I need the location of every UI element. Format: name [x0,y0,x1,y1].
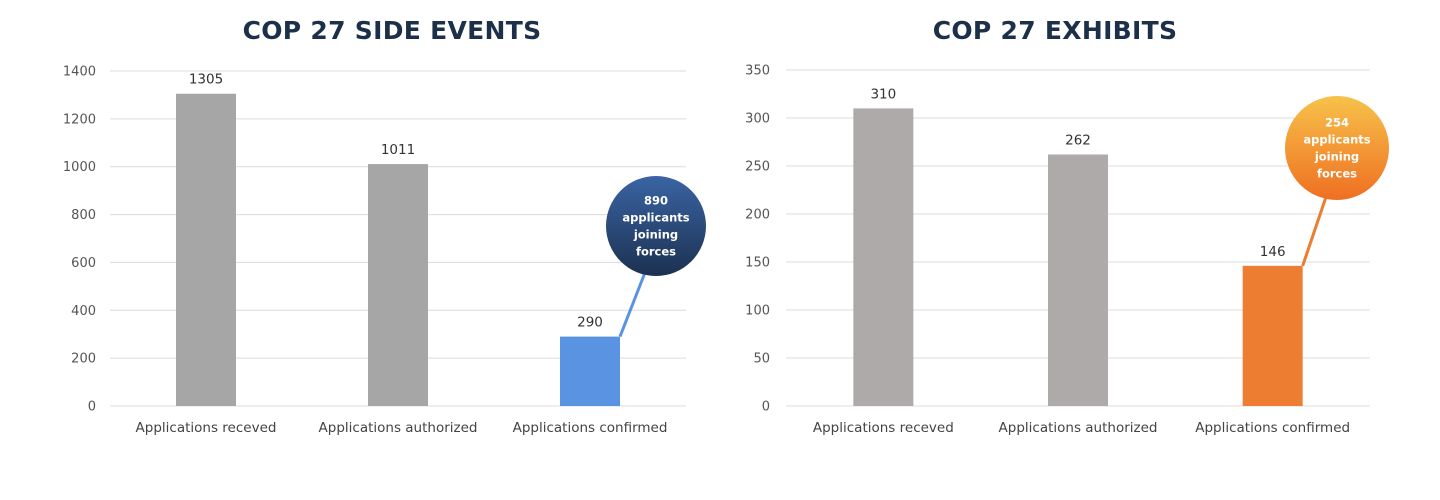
y-tick-label: 800 [71,208,96,223]
y-tick-label: 200 [71,352,96,367]
y-tick-label: 1400 [63,65,96,80]
bar [176,93,236,406]
bar [368,164,428,406]
category-label: Applications receved [136,420,277,436]
data-label: 262 [1065,132,1091,148]
chart-title-side-events: COP 27 SIDE EVENTS [242,16,542,45]
category-label: Applications authorized [319,420,478,436]
y-tick-label: 300 [745,112,770,127]
chart-0: 0 200 400 600 800 1000 1200 1400 1305 Application… [63,65,706,436]
y-tick-label: 400 [71,304,96,319]
callout-text-line: 254 [1325,116,1349,130]
callout-text-line: 890 [644,194,668,208]
callout-text-line: applicants [622,211,689,225]
callout-text-line: joining [1314,150,1359,164]
data-label: 1305 [189,72,223,88]
callout-leader-line [1301,193,1329,267]
callout-text-line: joining [633,228,678,242]
chart-title-exhibits: COP 27 EXHIBITS [932,16,1178,45]
callout-bubble [1285,96,1389,200]
y-tick-label: 0 [88,400,96,415]
data-label: 146 [1260,244,1286,260]
data-label: 310 [870,86,896,102]
y-tick-label: 100 [745,304,770,319]
callout-bubble [606,176,706,276]
bar [1242,265,1303,406]
callout-text-line: forces [636,245,676,259]
y-tick-label: 50 [753,352,770,367]
callout-leader-line [618,269,648,338]
y-tick-label: 250 [745,160,770,175]
y-tick-label: 150 [745,256,770,271]
category-label: Applications confirmed [1195,420,1350,436]
chart-1: 0 50 100 150 200 250 300 350 310 Applications rec… [745,64,1389,436]
y-tick-label: 600 [71,256,96,271]
bar [1048,154,1108,406]
y-tick-label: 200 [745,208,770,223]
data-label: 1011 [381,142,415,158]
bar [560,336,620,406]
bar [853,108,914,407]
y-tick-label: 0 [762,400,770,415]
y-tick-label: 1200 [63,112,96,127]
category-label: Applications receved [813,420,954,436]
y-tick-label: 350 [745,64,770,79]
callout-text-line: applicants [1303,133,1370,147]
callout-text-line: forces [1317,167,1357,181]
category-label: Applications confirmed [513,420,668,436]
category-label: Applications authorized [999,420,1158,436]
data-label: 290 [577,315,603,331]
y-tick-label: 1000 [63,160,96,175]
